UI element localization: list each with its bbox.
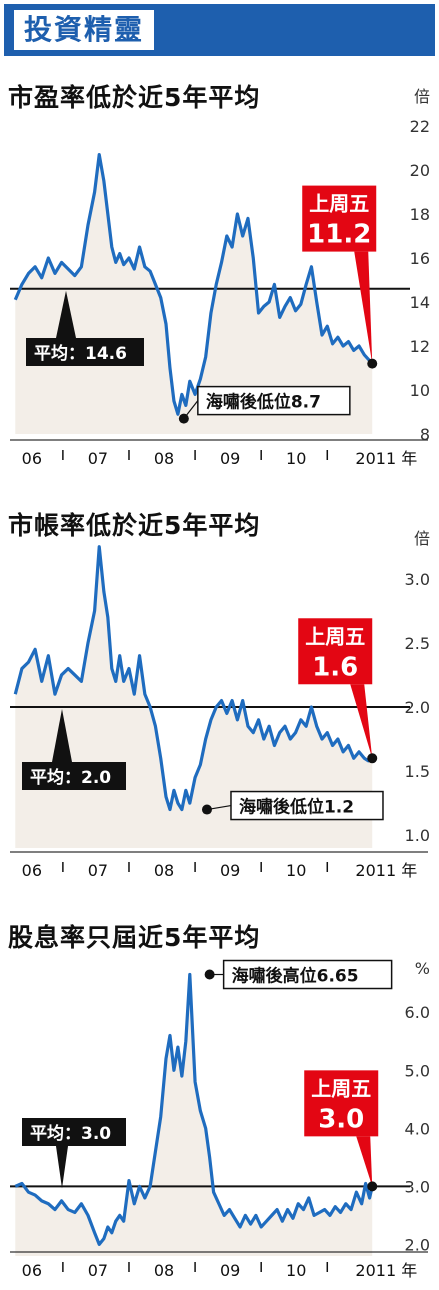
header-title: 投資精靈 bbox=[14, 10, 155, 50]
x-tick-label: 06 bbox=[22, 449, 42, 468]
x-tick-label: 10 bbox=[286, 449, 306, 468]
last-pointer bbox=[350, 684, 373, 759]
low-label-box bbox=[230, 790, 384, 821]
x-tick-label: 07 bbox=[88, 449, 108, 468]
y-tick-label: 20 bbox=[410, 161, 430, 180]
average-label-box bbox=[22, 1118, 126, 1146]
last-label-value: 11.2 bbox=[307, 220, 371, 250]
x-tick-label: 10 bbox=[286, 861, 306, 880]
y-tick-label: 3.0 bbox=[405, 570, 430, 589]
y-tick-label: 5.0 bbox=[405, 1061, 430, 1080]
last-pointer bbox=[354, 251, 373, 364]
x-tick-label: 09 bbox=[220, 1261, 240, 1280]
low-connector bbox=[206, 804, 232, 811]
y-tick-label: 14 bbox=[410, 293, 430, 312]
last-pointer bbox=[356, 1136, 373, 1187]
y-tick-label: 4.0 bbox=[405, 1119, 430, 1138]
y-tick-label: 2.0 bbox=[405, 698, 430, 717]
pe-ratio-chart: 倍 22 20 18 16 14 12 10 8 06 07 08 09 10 2011 年 平均：14.6 海… bbox=[10, 87, 430, 468]
y-tick-label: 16 bbox=[410, 249, 430, 268]
last-label-box bbox=[302, 185, 377, 252]
last-label-value: 3.0 bbox=[318, 1104, 364, 1134]
pb-ratio-chart: 倍 3.0 2.5 2.0 1.5 1.0 06 07 08 09 10 2011 年 平均：2.0 海嘯… bbox=[10, 529, 430, 880]
chart-1-title: 市盈率低於近5年平均 bbox=[8, 83, 261, 112]
chart-2-title: 市帳率低於近5年平均 bbox=[8, 511, 261, 540]
dividend-yield-chart: % 6.0 5.0 4.0 3.0 2.0 06 07 08 09 10 2011 年 平均：3.0 海嘯… bbox=[10, 959, 430, 1280]
x-tick-label: 09 bbox=[220, 861, 240, 880]
average-label: 平均：2.0 bbox=[30, 767, 111, 788]
last-point bbox=[367, 753, 378, 764]
last-label-caption: 上周五 bbox=[305, 624, 365, 648]
last-label-value: 1.6 bbox=[312, 652, 358, 682]
unit-label: 倍 bbox=[414, 87, 430, 106]
x-tick-label: 08 bbox=[154, 1261, 174, 1280]
x-tick-label: 06 bbox=[22, 861, 42, 880]
high-label: 海嘯後高位6.65 bbox=[232, 966, 359, 987]
average-pointer bbox=[52, 709, 72, 762]
x-tick-label: 07 bbox=[88, 861, 108, 880]
y-tick-label: 10 bbox=[410, 381, 430, 400]
x-tick-label: 06 bbox=[22, 1261, 42, 1280]
low-label: 海嘯後低位1.2 bbox=[239, 797, 354, 818]
last-point bbox=[367, 358, 378, 369]
last-label-caption: 上周五 bbox=[309, 192, 369, 216]
unit-label: % bbox=[415, 959, 430, 978]
chart-3-title: 股息率只屆近5年平均 bbox=[8, 923, 261, 952]
x-tick-label: 09 bbox=[220, 449, 240, 468]
x-tick-label: 10 bbox=[286, 1261, 306, 1280]
header-bar: 投資精靈 bbox=[4, 4, 435, 56]
average-pointer bbox=[56, 290, 76, 338]
y-tick-label: 8 bbox=[420, 425, 430, 444]
last-label-caption: 上周五 bbox=[311, 1076, 371, 1100]
low-label-box bbox=[197, 385, 351, 416]
last-label-box bbox=[304, 1070, 379, 1137]
last-label-box bbox=[298, 618, 373, 685]
y-tick-label: 3.0 bbox=[405, 1177, 430, 1196]
x-tick-label: 07 bbox=[88, 1261, 108, 1280]
series-line bbox=[13, 545, 374, 812]
y-tick-label: 22 bbox=[410, 117, 430, 136]
last-point bbox=[367, 1181, 378, 1192]
x-tick-label: 2011 年 bbox=[355, 1261, 417, 1280]
unit-label: 倍 bbox=[414, 529, 430, 548]
y-tick-label: 6.0 bbox=[405, 1003, 430, 1022]
x-tick-label: 2011 年 bbox=[355, 449, 417, 468]
x-tick-label: 08 bbox=[154, 861, 174, 880]
series-area bbox=[15, 974, 373, 1256]
series-line bbox=[13, 152, 374, 416]
average-label-box bbox=[26, 338, 144, 366]
y-tick-label: 12 bbox=[410, 337, 430, 356]
y-tick-label: 1.5 bbox=[405, 762, 430, 781]
y-tick-label: 2.0 bbox=[405, 1235, 430, 1254]
series-line bbox=[14, 972, 374, 1246]
average-label: 平均：3.0 bbox=[30, 1123, 111, 1144]
high-label-box bbox=[222, 959, 393, 990]
average-label-box bbox=[22, 762, 126, 790]
low-connector bbox=[183, 400, 199, 419]
low-label: 海嘯後低位8.7 bbox=[206, 392, 321, 413]
y-tick-label: 18 bbox=[410, 205, 430, 224]
y-tick-label: 1.0 bbox=[405, 826, 430, 845]
x-tick-label: 08 bbox=[154, 449, 174, 468]
y-tick-label: 2.5 bbox=[405, 634, 430, 653]
x-tick-label: 2011 年 bbox=[355, 861, 417, 880]
average-label: 平均：14.6 bbox=[34, 343, 127, 364]
